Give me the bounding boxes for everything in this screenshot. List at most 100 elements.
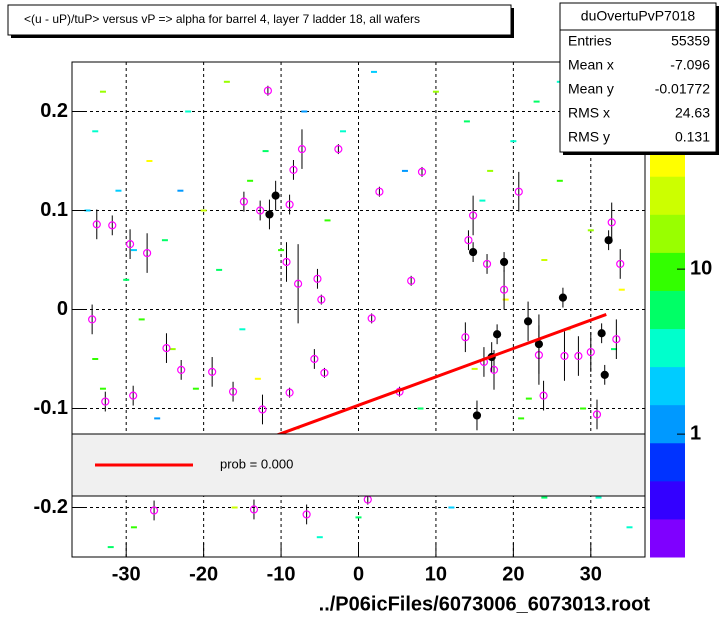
point (417, 167, 427, 176)
point (177, 365, 186, 374)
point (282, 257, 291, 267)
cell (487, 169, 494, 172)
cell (185, 110, 192, 113)
point (464, 236, 473, 245)
point (228, 387, 238, 396)
y-tick-label: 0.1 (40, 199, 68, 221)
stats-value: 55359 (671, 33, 710, 49)
cell (223, 80, 230, 83)
point (489, 365, 499, 374)
x-tick-label: -10 (267, 563, 296, 585)
palette-step (650, 366, 685, 406)
cell (154, 417, 161, 420)
point (499, 285, 509, 294)
y-tick-label: 0 (57, 298, 68, 320)
palette-step (650, 290, 685, 330)
cell (448, 506, 455, 509)
point (612, 335, 621, 344)
point (482, 259, 492, 269)
x-tick-label: -20 (189, 563, 218, 585)
stats-value: 0.131 (675, 129, 710, 145)
point (367, 314, 376, 323)
point-filled (271, 191, 280, 200)
point-filled (499, 257, 509, 267)
point (407, 276, 416, 285)
cell (278, 249, 285, 252)
point (302, 510, 311, 519)
cell (99, 387, 106, 390)
stats-value: -7.096 (670, 57, 710, 73)
cell (161, 239, 168, 242)
stats-label: Entries (568, 33, 612, 49)
z-tick-label: 10 (690, 257, 712, 279)
cell (401, 169, 408, 172)
cell (84, 209, 91, 212)
cell (510, 140, 517, 143)
point-filled (597, 329, 606, 338)
point-filled (523, 317, 533, 326)
cell (432, 90, 439, 93)
stats-label: RMS y (568, 129, 610, 145)
cell (216, 268, 223, 271)
cell (130, 249, 137, 252)
point (239, 197, 248, 206)
cell (533, 100, 540, 103)
cell (580, 407, 587, 410)
cell (130, 526, 137, 529)
point (461, 333, 470, 342)
cell (301, 110, 308, 113)
point (258, 405, 267, 414)
cell (355, 516, 362, 519)
point (574, 351, 583, 361)
cell (340, 130, 347, 133)
cell (200, 209, 207, 212)
cell (471, 367, 478, 370)
cell (587, 229, 594, 232)
cell (146, 160, 153, 162)
cell (177, 189, 184, 192)
overlay: prob = 0.000 <(u - uP)/tuP> versus vP =>… (7, 4, 719, 615)
point-filled (493, 330, 502, 339)
cell (107, 546, 114, 549)
title-box (7, 4, 512, 36)
cell (595, 496, 602, 499)
cell (324, 219, 331, 222)
cell (231, 506, 238, 509)
point (310, 354, 319, 364)
point (586, 347, 595, 357)
palette-step (650, 518, 685, 558)
palette-step (650, 442, 685, 482)
x-tick-label: 10 (425, 563, 447, 585)
cell (541, 496, 548, 499)
point (607, 218, 616, 227)
cell (262, 150, 269, 153)
point (560, 351, 569, 361)
y-tick-label: -0.2 (34, 496, 68, 518)
cell (417, 407, 424, 410)
stats-label: Mean y (568, 81, 614, 97)
palette-step (650, 252, 685, 291)
point (285, 200, 294, 209)
point (334, 145, 343, 154)
cell (618, 288, 625, 291)
stats-label: RMS x (568, 105, 610, 121)
point (320, 368, 329, 377)
palette-step (650, 214, 685, 253)
cell (254, 377, 261, 380)
point (88, 315, 97, 324)
palette-step (650, 328, 685, 368)
cell (541, 259, 548, 261)
stats-box: duOvertuPvP7018 Entries 55359 Mean x -7.096… (559, 2, 719, 155)
point-filled (472, 411, 482, 420)
palette-step (650, 176, 685, 215)
point (616, 259, 625, 269)
point (297, 145, 307, 154)
stats-panel (559, 2, 717, 153)
point (125, 240, 135, 249)
cell (626, 526, 633, 529)
point-filled (265, 210, 274, 219)
cell (138, 318, 145, 321)
stats-value: -0.01772 (655, 81, 710, 97)
point (208, 367, 217, 376)
cell (502, 298, 509, 301)
